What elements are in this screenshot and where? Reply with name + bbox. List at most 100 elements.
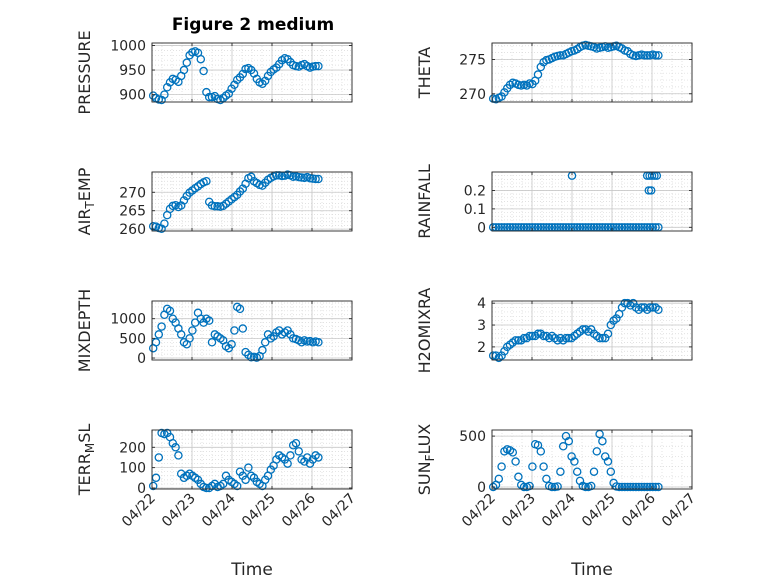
data-point <box>528 462 537 471</box>
y-axis-label: PRESSURE <box>75 30 94 114</box>
data-point <box>174 451 183 460</box>
data-point <box>246 172 256 182</box>
y-axis-label-part-3: LUX <box>415 424 434 455</box>
data-point <box>525 331 534 341</box>
y-tick-label: 4 <box>477 296 486 312</box>
data-point <box>294 172 304 182</box>
y-tick-label: 1000 <box>110 312 146 328</box>
data-point <box>238 324 248 333</box>
data-point <box>628 298 638 308</box>
data-point <box>311 174 320 184</box>
data-point <box>640 51 649 60</box>
data-point <box>606 467 616 476</box>
data-point <box>519 482 529 492</box>
y-axis-label-part-2: T <box>83 201 97 210</box>
data-point <box>500 347 509 356</box>
x-axis-label: Time <box>230 560 273 580</box>
data-point <box>570 457 579 466</box>
y-tick-label: 0 <box>137 351 146 367</box>
x-tick-label: 04/24 <box>199 490 239 530</box>
data-point <box>654 482 663 492</box>
subplot-4: 0 0.1 0.2 RAINFALL <box>415 164 693 239</box>
data-point <box>595 333 604 343</box>
data-point <box>617 482 627 492</box>
axes-box <box>491 42 693 103</box>
data-point <box>286 451 295 460</box>
data-point <box>508 448 518 457</box>
data-point <box>533 70 543 79</box>
data-point <box>606 320 616 330</box>
y-axis-label-part-1: TERR <box>75 453 94 496</box>
x-tick-label: 04/25 <box>579 491 619 531</box>
x-tick-label: 04/27 <box>319 491 359 531</box>
data-point <box>202 483 211 493</box>
data-point <box>199 66 208 76</box>
axes-box <box>491 300 693 361</box>
subplot-1: 900 950 1000 PRESSURE <box>75 30 353 115</box>
data-point <box>227 340 236 349</box>
data-point <box>620 298 630 308</box>
data-point <box>595 429 604 439</box>
axes-box <box>151 171 353 232</box>
data-point <box>645 482 655 492</box>
subplot-3: 260 265 270 AIRTEMP <box>75 167 353 238</box>
data-point <box>612 314 621 323</box>
data-point <box>171 443 180 452</box>
data-point <box>176 330 186 339</box>
data-point <box>497 462 506 471</box>
y-tick-label: 270 <box>459 87 486 103</box>
y-tick-label: 0.1 <box>464 202 486 218</box>
data-point <box>640 482 649 492</box>
data-point <box>302 337 312 346</box>
y-tick-label: 500 <box>119 331 146 347</box>
y-axis-label: TERRMSL <box>75 424 97 497</box>
data-point <box>519 333 529 343</box>
data-point <box>586 325 596 334</box>
data-point <box>314 338 323 347</box>
data-point <box>642 51 652 60</box>
y-tick-label: 900 <box>119 88 146 104</box>
subplot-2: 270 275 THETA <box>415 40 693 104</box>
y-tick-label: 260 <box>119 222 146 238</box>
data-point <box>620 482 630 492</box>
data-point <box>283 459 292 468</box>
data-point <box>291 438 301 448</box>
data-point <box>536 447 546 456</box>
data-point <box>266 67 276 77</box>
data-point <box>314 174 323 184</box>
subplot-5: 0 500 1000 MIXDEPTH <box>75 289 353 372</box>
data-point <box>213 202 222 211</box>
data-point <box>210 202 220 211</box>
data-point <box>558 442 568 451</box>
y-axis-label: AIRTEMP <box>75 167 97 235</box>
data-point <box>598 333 607 343</box>
data-point <box>160 219 169 228</box>
data-point <box>553 482 562 491</box>
y-tick-label: 950 <box>119 63 146 79</box>
data-point <box>288 172 298 182</box>
y-tick-label: 1000 <box>110 38 146 54</box>
data-point <box>258 345 267 355</box>
data-point <box>637 303 646 312</box>
data-point <box>514 336 523 345</box>
data-point <box>556 467 565 476</box>
data-point <box>628 482 638 492</box>
data-point <box>148 481 158 491</box>
data-point <box>600 333 610 343</box>
data-point <box>572 467 582 476</box>
data-point <box>190 318 200 327</box>
data-point <box>561 333 571 343</box>
data-point <box>547 482 557 492</box>
data-point <box>294 447 304 456</box>
data-point <box>603 457 613 466</box>
data-point <box>188 326 197 335</box>
data-point <box>230 326 239 335</box>
data-point <box>202 176 211 186</box>
data-point <box>598 436 607 446</box>
y-axis-label-part-3: SL <box>75 424 94 443</box>
data-point <box>148 91 158 100</box>
axes-box <box>151 429 353 490</box>
y-axis-label: MIXDEPTH <box>75 289 94 372</box>
